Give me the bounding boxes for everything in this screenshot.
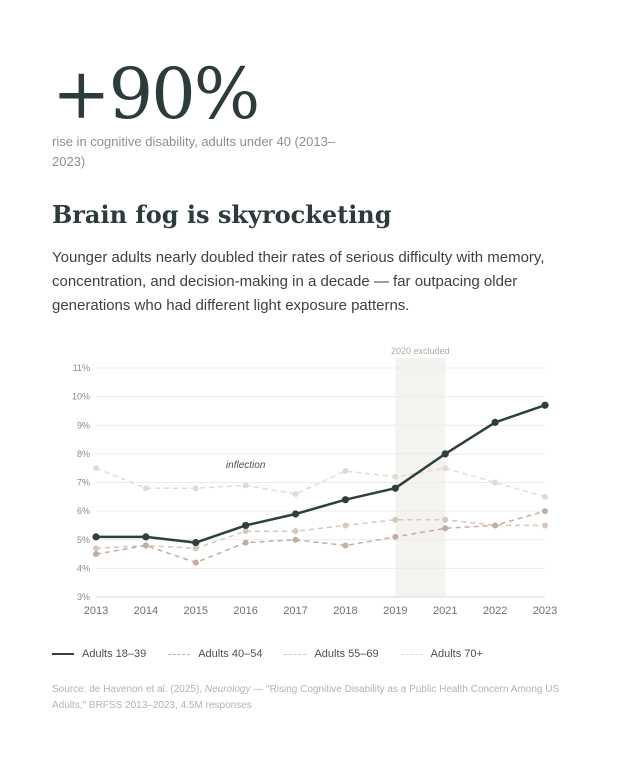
data-point — [342, 522, 349, 529]
data-point — [341, 496, 350, 504]
data-point — [542, 508, 548, 515]
data-point — [242, 521, 250, 530]
data-point — [242, 539, 249, 546]
headline: Brain fog is skyrocketing — [52, 200, 392, 229]
data-point — [242, 528, 249, 535]
data-point — [441, 450, 449, 458]
data-point — [542, 493, 548, 500]
data-point — [192, 545, 199, 552]
data-point — [392, 516, 399, 523]
data-point — [541, 401, 549, 409]
x-tick-label: 2013 — [84, 605, 108, 617]
hero-stat-caption: rise in cognitive disability, adults und… — [52, 134, 336, 169]
data-point — [292, 536, 299, 543]
legend-swatch-solid — [52, 653, 74, 655]
excluded-band — [395, 358, 446, 597]
data-point — [491, 418, 499, 426]
y-tick-label: 4% — [77, 563, 90, 573]
data-point — [392, 533, 399, 540]
data-point — [192, 559, 199, 566]
legend-item-adults-18-39: Adults 18–39 — [52, 648, 146, 660]
x-tick-label: 2016 — [233, 605, 257, 617]
lede-paragraph: Younger adults nearly doubled their rate… — [52, 249, 545, 314]
y-tick-label: 7% — [77, 478, 90, 488]
legend-label: Adults 18–39 — [82, 648, 147, 660]
data-point — [342, 468, 349, 475]
y-tick-label: 8% — [77, 449, 90, 459]
legend-item-adults-70-plus: Adults 70+ — [400, 648, 483, 660]
data-point — [391, 484, 399, 492]
x-tick-label: 2019 — [383, 605, 407, 617]
data-point — [142, 533, 150, 541]
y-tick-label: 11% — [73, 363, 90, 373]
source-note: Source: de Havenon et al. (2025), Neurol… — [52, 682, 572, 714]
source-suffix: — "Rising Cognitive Disability as a Publ… — [52, 684, 560, 711]
legend-swatch-dashed — [168, 653, 191, 655]
data-point — [442, 525, 449, 532]
data-point — [192, 485, 199, 492]
x-tick-label: 2015 — [184, 605, 208, 617]
inflection-annotation: inflection — [226, 460, 266, 471]
y-tick-label: 3% — [77, 592, 90, 602]
legend-label: Adults 40–54 — [198, 648, 263, 660]
legend-swatch-dashed — [284, 653, 307, 655]
legend-item-adults-40-54: Adults 40–54 — [168, 648, 262, 660]
series-line-adults-55-69 — [95, 518, 545, 550]
legend-label: Adults 55–69 — [314, 648, 379, 660]
data-point — [142, 485, 149, 492]
x-tick-label: 2014 — [134, 605, 158, 617]
data-point — [542, 522, 548, 529]
hero-stat: +90% — [52, 53, 260, 135]
data-point — [93, 465, 99, 472]
line-chart: 2020 excluded 3% 4% 5% 6% 7% 8% 9% 10% 11% 2013 201… — [72, 346, 557, 617]
data-point — [92, 533, 100, 541]
data-point — [492, 522, 499, 529]
data-point — [292, 490, 299, 497]
source-prefix: Source: de Havenon et al. (2025), — [52, 684, 205, 695]
excluded-band-label: 2020 excluded — [391, 346, 450, 356]
y-tick-label: 9% — [77, 420, 90, 430]
source-journal: Neurology — [204, 684, 251, 695]
y-tick-label: 5% — [77, 535, 90, 545]
data-point — [342, 542, 349, 549]
data-point — [242, 482, 249, 489]
data-point — [142, 542, 149, 549]
x-tick-label: 2017 — [283, 605, 307, 617]
y-tick-label: 10% — [72, 392, 90, 402]
legend-item-adults-55-69: Adults 55–69 — [284, 648, 379, 660]
x-tick-label: 2023 — [533, 605, 557, 617]
data-point — [392, 473, 399, 480]
data-point — [192, 539, 200, 547]
x-tick-label: 2022 — [483, 605, 507, 617]
x-tick-label: 2018 — [333, 605, 357, 617]
data-point — [93, 545, 99, 552]
legend-label: Adults 70+ — [430, 648, 483, 660]
data-point — [292, 528, 299, 535]
data-point — [93, 551, 99, 558]
series-line-adults-40-54 — [95, 510, 546, 564]
y-tick-label: 6% — [77, 506, 90, 516]
legend-swatch-dashed — [400, 653, 423, 655]
x-tick-label: 2021 — [433, 605, 457, 617]
data-point — [442, 516, 449, 523]
series-line-adults-18-39 — [96, 404, 546, 544]
data-point — [492, 479, 499, 486]
chart-legend: Adults 18–39 Adults 40–54 Adults 55–69 A… — [52, 648, 505, 660]
data-point — [291, 510, 300, 518]
data-point — [442, 465, 449, 472]
